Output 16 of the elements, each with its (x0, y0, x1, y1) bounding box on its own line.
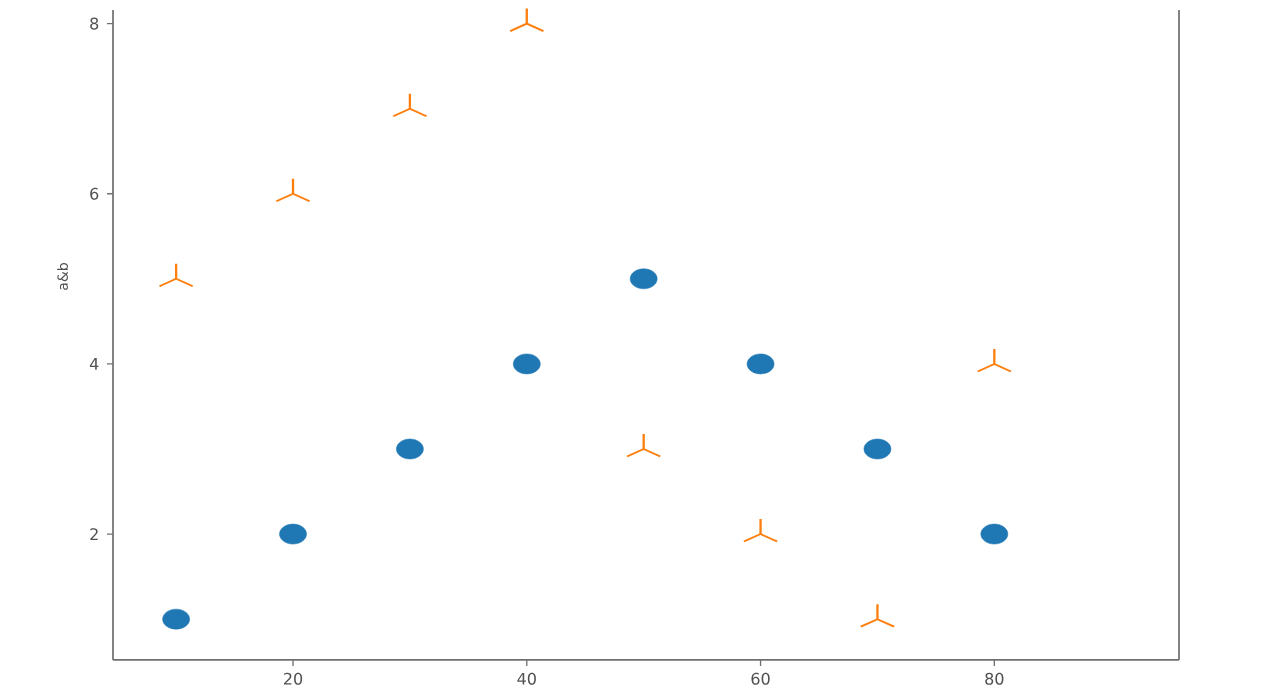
y-axis-title: a&b (57, 263, 68, 290)
y-tick-label: 8 (90, 17, 99, 30)
point (980, 523, 1009, 545)
x-tick-label: 80 (985, 672, 1004, 685)
point (396, 438, 424, 460)
x-tick-label: 20 (284, 672, 303, 685)
point (746, 353, 775, 375)
y-tick-label: 2 (90, 528, 98, 541)
point (863, 438, 892, 460)
x-tick-label: 40 (517, 672, 536, 685)
point (513, 353, 541, 375)
point (279, 523, 307, 545)
y-tick-label: 4 (89, 358, 99, 370)
y-tick-label: 6 (90, 187, 99, 200)
x-tick-label: 60 (751, 672, 770, 685)
point (162, 608, 190, 630)
